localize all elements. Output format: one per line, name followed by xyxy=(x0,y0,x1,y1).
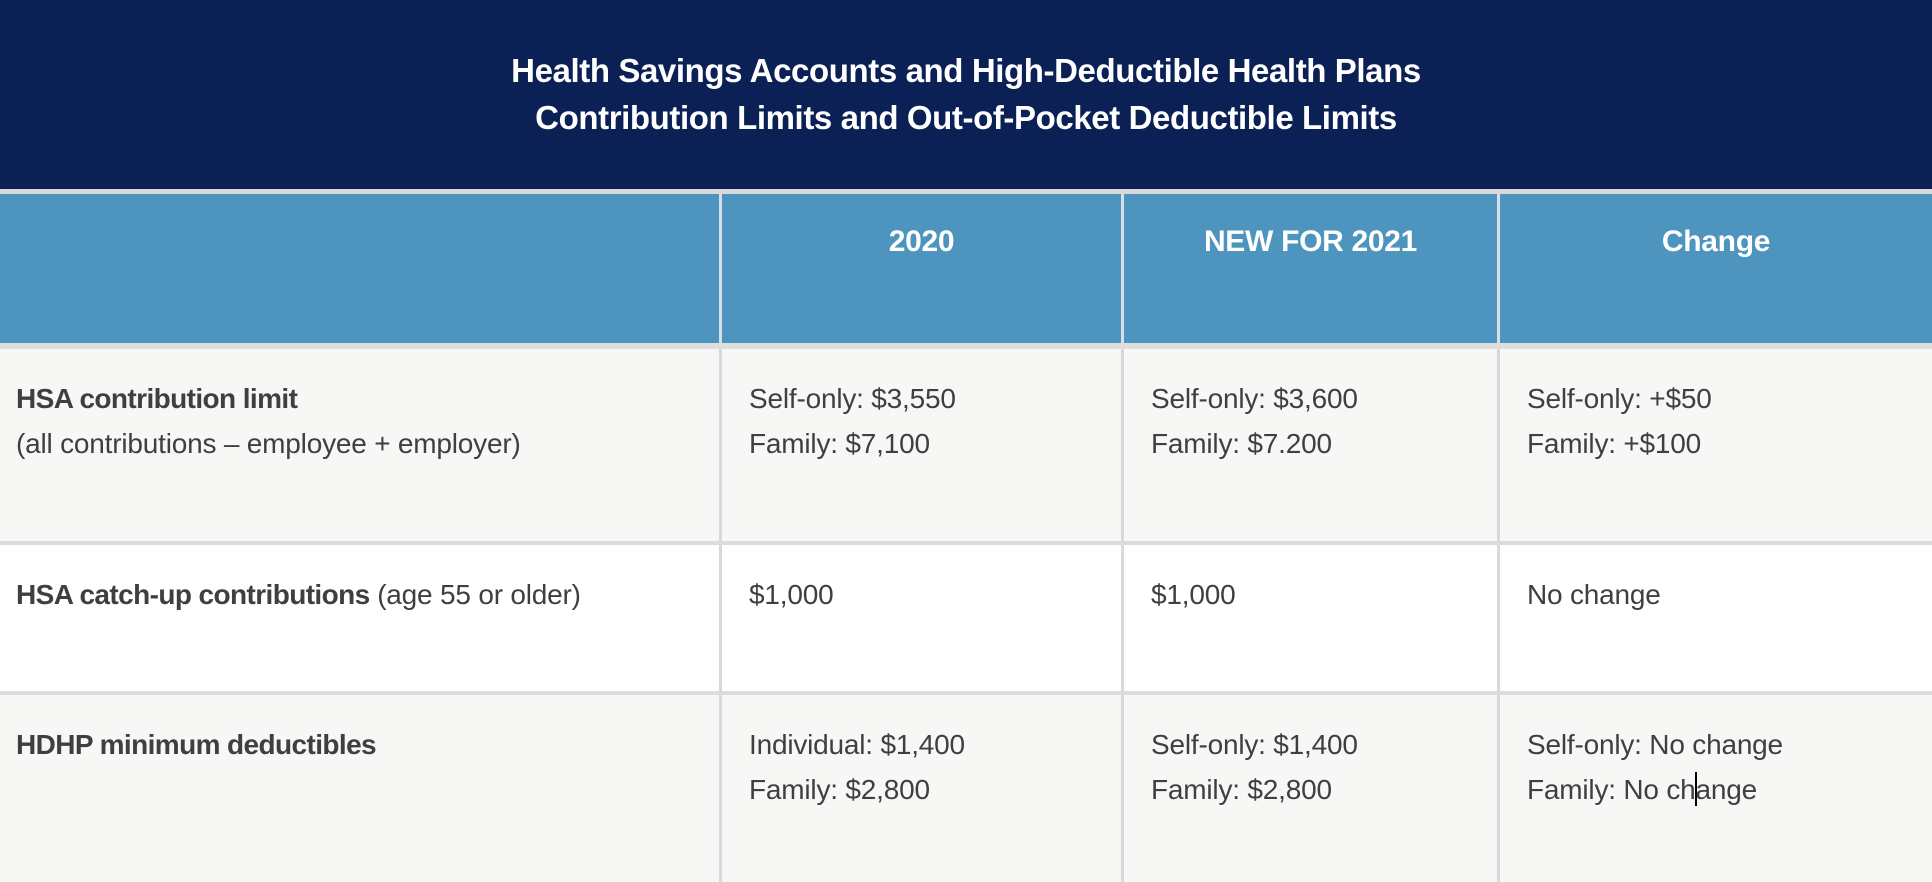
row-label-regular-text: (all contributions – employee + employer… xyxy=(16,428,521,459)
row-header-hdhp-minimum-deductibles[interactable]: HDHP minimum deductibles xyxy=(0,695,722,882)
table-header-row: 2020 NEW FOR 2021 Change xyxy=(0,194,1932,349)
column-header-blank[interactable] xyxy=(0,194,722,343)
row-header-hsa-catch-up-contributions[interactable]: HSA catch-up contributions (age 55 or ol… xyxy=(0,545,722,691)
column-header-change[interactable]: Change xyxy=(1500,194,1932,343)
banner-title-line-1[interactable]: Health Savings Accounts and High-Deducti… xyxy=(511,52,1421,89)
cell-hdhp-minimum-deductibles-col-2[interactable]: Self-only: $1,400 Family: $2,800 xyxy=(1124,695,1500,882)
column-header-label: 2020 xyxy=(888,225,955,258)
cell-hdhp-minimum-deductibles-col-3[interactable]: Self-only: No change Family: No change xyxy=(1527,729,1783,806)
row-label-bold-text: HSA contribution limit xyxy=(16,383,298,414)
column-header-new-for-2021[interactable]: NEW FOR 2021 xyxy=(1124,194,1500,343)
table-row-hsa-contribution-limit: HSA contribution limit (all contributions… xyxy=(0,349,1932,545)
cell-hdhp-minimum-deductibles-col-1[interactable]: Individual: $1,400 Family: $2,800 xyxy=(722,695,1124,882)
column-header-label: Change xyxy=(1661,225,1771,258)
row-label-bold-text: HSA catch-up contributions xyxy=(16,579,370,610)
cell-hsa-contribution-limit-col-3[interactable]: Self-only: +$50 Family: +$100 xyxy=(1527,383,1712,459)
cell-hsa-catch-up-contributions-col-2[interactable]: $1,000 xyxy=(1124,545,1500,691)
table-row-hdhp-minimum-deductibles: HDHP minimum deductibles Individual: $1,4… xyxy=(0,695,1932,882)
limits-table-body: HSA contribution limit (all contributions… xyxy=(0,349,1932,882)
cell-hsa-contribution-limit-col-2[interactable]: Self-only: $3,600 Family: $7.200 xyxy=(1124,349,1500,541)
column-header-label: NEW FOR 2021 xyxy=(1203,225,1418,258)
text-caret xyxy=(1694,772,1697,806)
cell-hsa-contribution-limit-col-1[interactable]: Self-only: $3,550 Family: $7,100 xyxy=(722,349,1124,541)
cell-hsa-catch-up-contributions-col-1[interactable]: $1,000 xyxy=(722,545,1124,691)
table-row-hsa-catch-up-contributions: HSA catch-up contributions (age 55 or ol… xyxy=(0,545,1932,695)
cell-hsa-catch-up-contributions-col-3[interactable]: No change xyxy=(1527,579,1661,610)
row-label-regular-text: (age 55 or older) xyxy=(377,579,581,610)
row-label-bold-text: HDHP minimum deductibles xyxy=(16,729,377,760)
banner-title-line-2[interactable]: Contribution Limits and Out-of-Pocket De… xyxy=(535,99,1397,136)
row-header-hsa-contribution-limit[interactable]: HSA contribution limit (all contributions… xyxy=(0,349,722,541)
slide-banner: Health Savings Accounts and High-Deducti… xyxy=(0,0,1932,194)
column-header-2020[interactable]: 2020 xyxy=(722,194,1124,343)
